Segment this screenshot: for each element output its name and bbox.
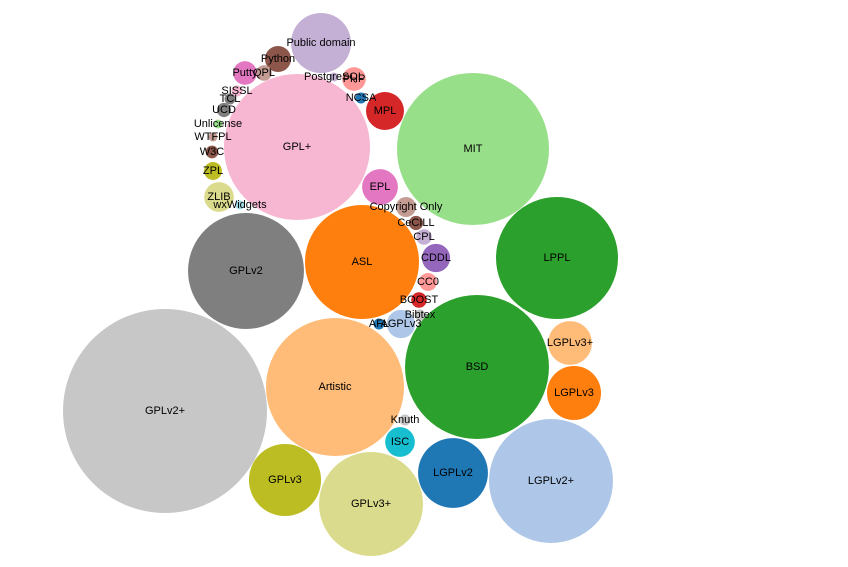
bubble [396,197,416,217]
bubble [416,229,432,245]
bubble-label: ISC [391,436,409,448]
bubble-label: NCSA [346,92,377,104]
bubble [496,197,618,319]
bubble-label: EPL [370,181,391,193]
bubble-label: CeCILL [397,217,434,229]
bubble-label: ZPL [203,165,223,177]
bubble [216,102,232,118]
bubble-label: BOOST [400,294,439,306]
bubble [548,321,592,365]
bubble [408,215,424,231]
bubble [304,204,420,320]
bubble [223,73,371,221]
bubble [248,443,322,517]
bubble-label: SISSL [221,85,252,97]
bubble-label: BSD [466,361,489,373]
bubble [414,309,426,321]
bubble-label: LGPLv3 [554,387,594,399]
bubble [405,295,549,439]
bubble-label: PostgreSQL [304,71,364,83]
bubble [342,67,366,91]
bubble-label: GPLv2 [229,265,263,277]
bubble-label: QPL [253,67,275,79]
bubble [224,93,236,105]
bubble [419,273,437,291]
bubble [231,85,243,97]
bubble [399,414,411,426]
bubble [411,292,427,308]
bubble [266,318,404,456]
bubble [256,65,272,81]
bubble-label: Public domain [286,37,355,49]
bubble-label: Bibtex [405,309,436,321]
bubble-label: AFL [369,318,389,330]
bubble [366,92,404,130]
bubble-label: Knuth [391,414,420,426]
bubble [386,309,416,339]
bubble-label: W3C [200,146,225,158]
bubble [291,13,351,73]
bubble [204,162,222,180]
bubble [205,145,219,159]
bubble [188,213,304,329]
bubble [362,169,398,205]
bubble-label: TCL [220,93,241,105]
bubble-label: CDDL [421,252,451,264]
bubble-label: CPL [413,231,434,243]
bubble [213,119,223,129]
bubble [329,72,339,82]
bubble-label: Copyright Only [370,201,443,213]
bubble [373,318,385,330]
bubble-label: GPLv3+ [351,498,391,510]
bubble [418,438,488,508]
bubble-label: LPPL [544,252,571,264]
bubble-label: Putty [232,67,258,79]
bubble-label: MIT [464,143,483,155]
bubble [233,61,257,85]
bubble-label: LGPLv3+ [547,337,593,349]
bubble-label: MPL [374,105,397,117]
bubble-label: ASL [352,256,373,268]
bubble-label: GPL+ [283,141,311,153]
bubble [385,427,415,457]
bubble-label: Python [261,53,295,65]
bubble [319,452,423,556]
bubble-label: PHP [343,73,366,85]
bubble-label: wxWidgets [212,199,267,211]
bubble [489,419,613,543]
bubble [355,92,367,104]
bubble-label: GPLv3 [268,474,302,486]
bubble [235,200,245,210]
bubble-label: LGPLv2+ [528,475,574,487]
bubble-label: UCD [212,104,236,116]
bubble [63,309,267,513]
bubble [208,132,218,142]
bubble [204,182,234,212]
bubble-label: Unlicense [194,118,242,130]
bubble-label: ZLIB [207,191,230,203]
bubble-label: Artistic [319,381,353,393]
bubble [546,365,602,421]
bubble-label: GPLv2+ [145,405,185,417]
bubble-label: LGPLv2 [433,467,473,479]
bubble [421,243,451,273]
bubble [264,45,292,73]
bubble-label: CC0 [417,276,439,288]
bubble-label: WTFPL [194,131,231,143]
bubble [396,72,550,226]
bubble-label: AGPLv3 [381,318,422,330]
